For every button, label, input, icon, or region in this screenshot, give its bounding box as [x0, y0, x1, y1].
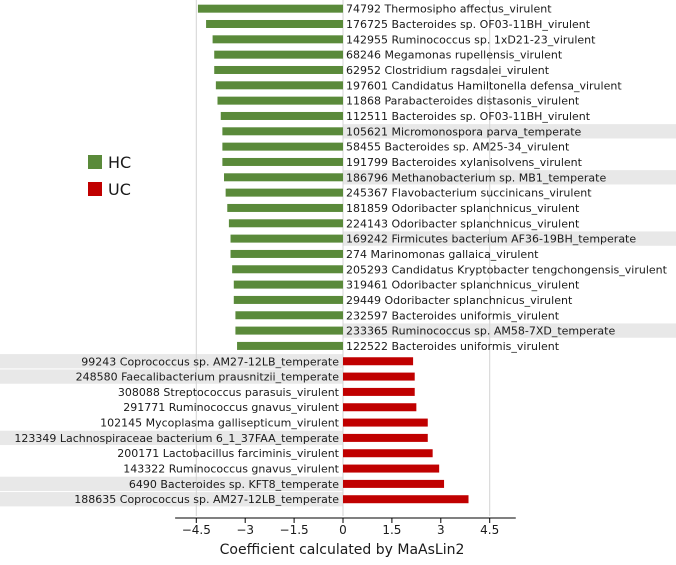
bar-uc: [343, 372, 415, 381]
row-label: 224143 Odoribacter splanchnicus_virulent: [346, 217, 580, 230]
row-label: 68246 Megamonas rupellensis_virulent: [346, 49, 563, 62]
row-label: 205293 Candidatus Kryptobacter tengchong…: [346, 263, 668, 276]
row-labels: 74792 Thermosipho affectus_virulent 17672…: [14, 3, 667, 507]
bar-hc: [225, 188, 343, 197]
bar-group: [197, 4, 469, 504]
row-label: 188635 Coprococcus sp. AM27-12LB_tempera…: [74, 493, 339, 506]
row-label: 291771 Ruminococcus gnavus_virulent: [123, 401, 339, 414]
highlight-band: [0, 354, 343, 369]
bar-hc: [206, 19, 343, 28]
bar-hc: [197, 4, 343, 13]
x-axis: −4.5 −3 −1.5 0 1.5 3 4.5: [175, 517, 516, 537]
row-label: 142955 Ruminococcus sp. 1xD21-23_virulen…: [346, 33, 596, 46]
row-label: 11868 Parabacteroides distasonis_virulen…: [346, 95, 580, 108]
bar-hc: [222, 142, 343, 151]
row-label: 176725 Bacteroides sp. OF03-11BH_virulen…: [346, 18, 591, 31]
row-label: 143322 Ruminococcus gnavus_virulent: [123, 463, 339, 476]
bar-hc: [224, 173, 343, 182]
bar-hc: [230, 249, 343, 258]
row-label: 186796 Methanobacterium sp. MB1_temperat…: [346, 171, 606, 184]
bar-uc: [343, 387, 415, 396]
tick-label: 3: [437, 523, 445, 537]
bar-uc: [343, 495, 469, 504]
bar-uc: [343, 449, 433, 458]
bar-hc: [237, 341, 343, 350]
tick-label: −4.5: [182, 523, 211, 537]
bar-uc: [343, 479, 445, 488]
row-label: 181859 Odoribacter splanchnicus_virulent: [346, 202, 580, 215]
row-label: 232597 Bacteroides uniformis_virulent: [346, 309, 560, 322]
bar-uc: [343, 357, 414, 366]
highlight-band: [343, 124, 676, 139]
bar-hc: [214, 50, 343, 59]
row-label: 29449 Odoribacter splanchnicus_virulent: [346, 294, 573, 307]
bar-hc: [230, 234, 343, 243]
x-axis-title: Coefficient calculated by MaAsLin2: [220, 542, 465, 558]
highlight-bands: [0, 124, 676, 507]
bar-hc: [235, 311, 343, 320]
row-label: 319461 Odoribacter splanchnicus_virulent: [346, 279, 580, 292]
bar-hc: [233, 280, 343, 289]
bar-hc: [227, 203, 343, 212]
bar-uc: [343, 464, 440, 473]
legend-swatch-hc: [88, 155, 102, 169]
legend: HC UC: [88, 153, 131, 199]
legend-label-uc: UC: [108, 180, 131, 199]
row-label: 248580 Faecalibacterium prausnitzii_temp…: [76, 371, 340, 384]
tick-label: −1.5: [280, 523, 309, 537]
row-label: 123349 Lachnospiraceae bacterium 6_1_37F…: [14, 432, 339, 445]
highlight-band: [343, 323, 676, 338]
highlight-band: [343, 170, 676, 185]
highlight-band: [343, 231, 676, 246]
bar-hc: [215, 81, 343, 90]
tick-label: 1.5: [382, 523, 401, 537]
row-label: 308088 Streptococcus parasuis_virulent: [118, 386, 340, 399]
row-label: 62952 Clostridium ragsdalei_virulent: [346, 64, 550, 77]
bar-hc: [214, 65, 343, 74]
row-label: 74792 Thermosipho affectus_virulent: [346, 3, 552, 16]
row-label: 197601 Candidatus Hamiltonella defensa_v…: [346, 79, 622, 92]
row-label: 102145 Mycoplasma gallisepticum_virulent: [100, 417, 340, 430]
tick-label: 0: [339, 523, 347, 537]
bar-hc: [222, 127, 343, 136]
row-label: 6490 Bacteroides sp. KFT8_temperate: [129, 478, 339, 491]
bar-uc: [343, 403, 417, 412]
row-label: 99243 Coprococcus sp. AM27-12LB_temperat…: [81, 355, 339, 368]
highlight-band: [0, 369, 343, 384]
row-label: 58455 Bacteroides sp. AM25-34_virulent: [346, 141, 570, 154]
row-label: 274 Marinomonas gallaica_virulent: [346, 248, 539, 261]
highlight-band: [0, 430, 343, 446]
row-label: 233365 Ruminococcus sp. AM58-7XD_tempera…: [346, 325, 615, 338]
tick-label: −3: [236, 523, 254, 537]
bar-hc: [217, 96, 343, 105]
highlight-band: [0, 492, 343, 507]
bar-hc: [228, 219, 343, 228]
legend-label-hc: HC: [108, 153, 131, 172]
bar-uc: [343, 433, 428, 442]
row-label: 122522 Bacteroides uniformis_virulent: [346, 340, 560, 353]
row-label: 245367 Flavobacterium succinicans_virule…: [346, 187, 592, 200]
row-label: 105621 Micromonospora parva_temperate: [346, 125, 582, 138]
bar-hc: [212, 35, 343, 44]
row-label: 191799 Bacteroides xylanisolvens_virulen…: [346, 156, 583, 169]
bar-hc: [235, 326, 343, 335]
row-label: 112511 Bacteroides sp. OF03-11BH_virulen…: [346, 110, 591, 123]
highlight-band: [0, 476, 343, 492]
legend-swatch-uc: [88, 182, 102, 196]
bar-hc: [222, 157, 343, 166]
row-label: 200171 Lactobacillus farciminis_virulent: [117, 447, 339, 460]
tick-label: 4.5: [480, 523, 499, 537]
bar-uc: [343, 418, 428, 427]
bar-hc: [220, 111, 343, 120]
bar-hc: [233, 295, 343, 304]
row-label: 169242 Firmicutes bacterium AF36-19BH_te…: [346, 233, 636, 246]
bar-hc: [232, 265, 343, 274]
